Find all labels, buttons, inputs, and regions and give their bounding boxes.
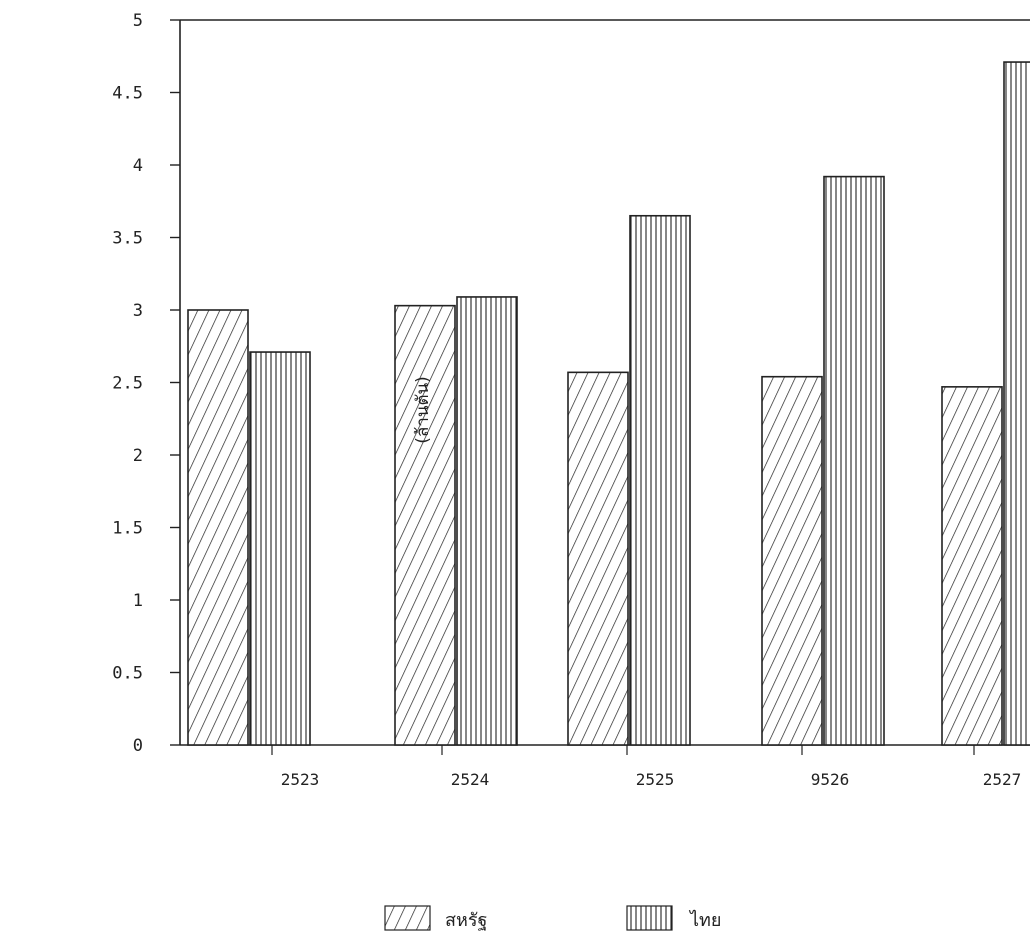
y-axis-ticks: 0 0.5 1 1.5 2 2.5 3 3.5 4 4.5 5 bbox=[112, 11, 180, 756]
x-tick-label: 9526 bbox=[811, 770, 850, 789]
legend-label-1: สหรัฐ bbox=[445, 910, 487, 931]
y-tick-label: 1.5 bbox=[112, 519, 143, 539]
x-tick-label: 2525 bbox=[636, 770, 675, 789]
legend-label-2: ไทย bbox=[688, 909, 721, 931]
x-tick-label: 2524 bbox=[451, 770, 490, 789]
x-tick-label: 2527 bbox=[983, 770, 1022, 789]
bar-series-2-2527 bbox=[1003, 61, 1030, 746]
bar-series-2-2525 bbox=[629, 214, 691, 746]
y-tick-label: 5 bbox=[133, 11, 143, 31]
y-tick-label: 3 bbox=[133, 301, 143, 321]
bar-series-2-2524 bbox=[456, 296, 518, 746]
y-tick-label: 2 bbox=[133, 446, 143, 466]
bar-series-1-2527 bbox=[941, 386, 1003, 746]
y-tick-label: 4 bbox=[133, 156, 143, 176]
x-tick-label: 2523 bbox=[281, 770, 320, 789]
y-tick-label: 0.5 bbox=[112, 664, 143, 684]
legend-swatch-1 bbox=[384, 905, 431, 931]
legend-swatch-2 bbox=[626, 905, 673, 931]
legend: สหรัฐ ไทย bbox=[384, 905, 721, 931]
y-tick-label: 0 bbox=[133, 736, 143, 756]
x-axis-labels: 2523 2524 2525 9526 2527 bbox=[271, 745, 1022, 789]
y-tick-label: 2.5 bbox=[112, 374, 143, 394]
y-tick-label: 3.5 bbox=[112, 229, 143, 249]
bars bbox=[187, 61, 1030, 746]
bar-series-1-2525 bbox=[567, 371, 629, 746]
y-axis-label: (ล้านตัน) bbox=[413, 376, 433, 444]
bar-series-2-2526 bbox=[823, 175, 885, 746]
y-tick-label: 4.5 bbox=[112, 84, 143, 104]
bar-series-1-2524 bbox=[394, 304, 456, 746]
bar-series-1-2526 bbox=[761, 375, 823, 746]
bar-series-1-2523 bbox=[187, 309, 249, 746]
bar-series-2-2523 bbox=[249, 351, 311, 746]
y-tick-label: 1 bbox=[133, 591, 143, 611]
